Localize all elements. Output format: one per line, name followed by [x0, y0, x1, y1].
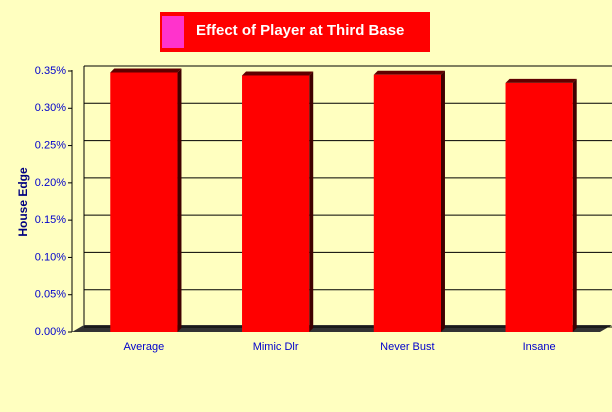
- x-tick-label: Never Bust: [380, 341, 434, 353]
- y-tick-label: 0.00%: [35, 326, 66, 338]
- y-axis-label: House Edge: [16, 167, 30, 237]
- bar-top: [373, 70, 445, 75]
- chart-title: Effect of Player at Third Base: [196, 22, 404, 39]
- y-tick-label: 0.05%: [35, 289, 66, 301]
- x-tick-label: Mimic Dlr: [253, 341, 299, 353]
- bar-top: [110, 68, 182, 73]
- bar: [110, 72, 178, 333]
- y-tick-label: 0.15%: [35, 214, 66, 226]
- x-tick-label: Average: [123, 341, 164, 353]
- title-box: [160, 12, 430, 52]
- bar-top: [505, 78, 577, 83]
- y-tick-label: 0.20%: [35, 177, 66, 189]
- y-tick-label: 0.25%: [35, 139, 66, 151]
- y-tick-label: 0.35%: [35, 65, 66, 77]
- title-icon: [162, 16, 184, 48]
- bar-side: [309, 71, 314, 332]
- x-tick-label: Insane: [523, 341, 556, 353]
- y-tick-label: 0.30%: [35, 102, 66, 114]
- bar-side: [572, 78, 577, 332]
- bar: [242, 75, 310, 332]
- bar: [505, 82, 573, 332]
- bar: [373, 74, 441, 332]
- bar-side: [440, 70, 445, 332]
- bar-side: [177, 68, 182, 333]
- y-tick-label: 0.10%: [35, 251, 66, 263]
- bar-top: [242, 71, 314, 76]
